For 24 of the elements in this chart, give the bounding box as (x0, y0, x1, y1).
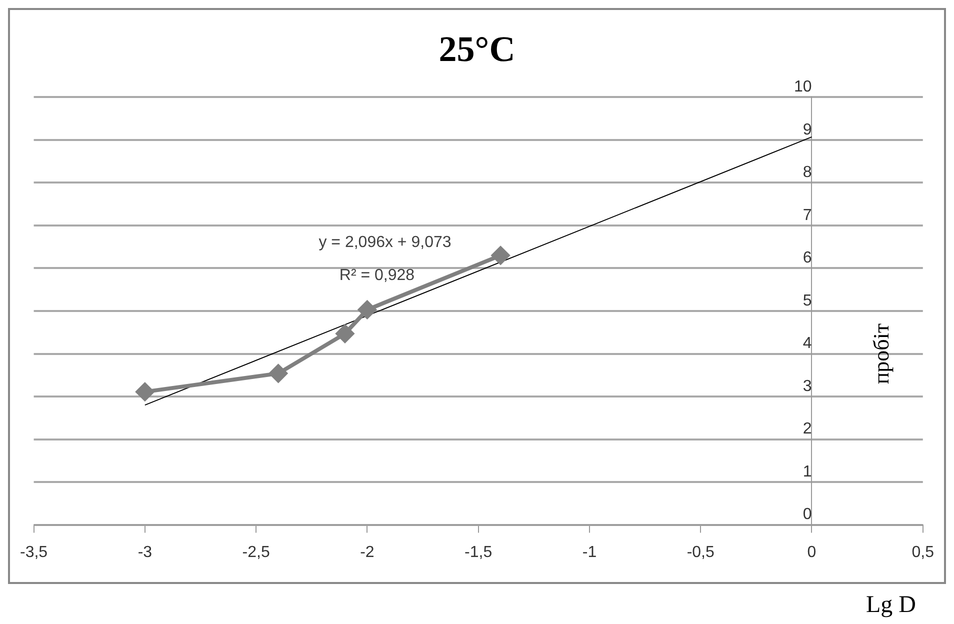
x-axis-title: Lg D (865, 592, 917, 619)
x-tick-label: 0,5 (912, 544, 934, 561)
annotation: y = 2,096x + 9,073 (318, 234, 452, 251)
y-axis-title: пробіт (868, 323, 894, 384)
y-tick-label: 9 (802, 121, 812, 138)
y-tick-label: 0 (802, 506, 812, 524)
y-tick-label: 1 (802, 463, 812, 480)
y-tick-label: 10 (794, 78, 812, 96)
x-tick-label: -2,5 (242, 544, 270, 561)
y-tick-label: 8 (802, 164, 812, 182)
annotation: R² = 0,928 (339, 266, 415, 284)
y-tick-label: 2 (802, 420, 812, 438)
x-tick-label: -1 (582, 544, 597, 561)
x-tick-label: -0,5 (686, 544, 714, 561)
x-tick-label: -3,5 (20, 544, 48, 561)
y-tick-label: 3 (802, 378, 812, 395)
y-tick-label: 5 (802, 292, 812, 310)
chart-title: 25°C (438, 28, 516, 69)
y-tick-label: 7 (802, 206, 812, 224)
y-tick-label: 6 (802, 250, 812, 267)
y-tick-label: 4 (802, 335, 812, 352)
x-tick-label: -3 (138, 544, 152, 561)
x-tick-label: -2 (360, 544, 374, 561)
x-tick-label: -1,5 (464, 544, 492, 561)
